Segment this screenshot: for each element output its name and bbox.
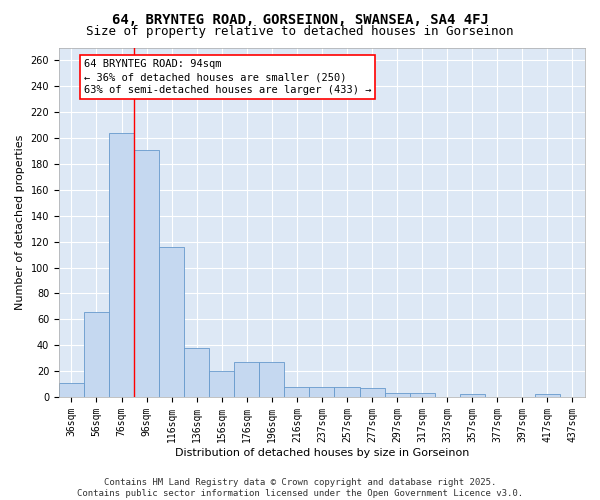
Bar bbox=[385, 393, 410, 397]
Bar bbox=[359, 388, 385, 397]
Y-axis label: Number of detached properties: Number of detached properties bbox=[15, 134, 25, 310]
Bar bbox=[535, 394, 560, 397]
Text: Contains HM Land Registry data © Crown copyright and database right 2025.
Contai: Contains HM Land Registry data © Crown c… bbox=[77, 478, 523, 498]
Text: 64, BRYNTEG ROAD, GORSEINON, SWANSEA, SA4 4FJ: 64, BRYNTEG ROAD, GORSEINON, SWANSEA, SA… bbox=[112, 12, 488, 26]
Bar bbox=[134, 150, 159, 397]
Bar bbox=[184, 348, 209, 397]
Bar bbox=[109, 133, 134, 397]
X-axis label: Distribution of detached houses by size in Gorseinon: Distribution of detached houses by size … bbox=[175, 448, 469, 458]
Bar bbox=[410, 393, 434, 397]
Text: Size of property relative to detached houses in Gorseinon: Size of property relative to detached ho… bbox=[86, 25, 514, 38]
Bar bbox=[334, 386, 359, 397]
Bar bbox=[460, 394, 485, 397]
Text: 64 BRYNTEG ROAD: 94sqm
← 36% of detached houses are smaller (250)
63% of semi-de: 64 BRYNTEG ROAD: 94sqm ← 36% of detached… bbox=[84, 59, 371, 96]
Bar bbox=[159, 247, 184, 397]
Bar bbox=[84, 312, 109, 397]
Bar bbox=[284, 386, 310, 397]
Bar bbox=[209, 371, 234, 397]
Bar bbox=[310, 386, 334, 397]
Bar bbox=[259, 362, 284, 397]
Bar bbox=[59, 382, 84, 397]
Bar bbox=[234, 362, 259, 397]
